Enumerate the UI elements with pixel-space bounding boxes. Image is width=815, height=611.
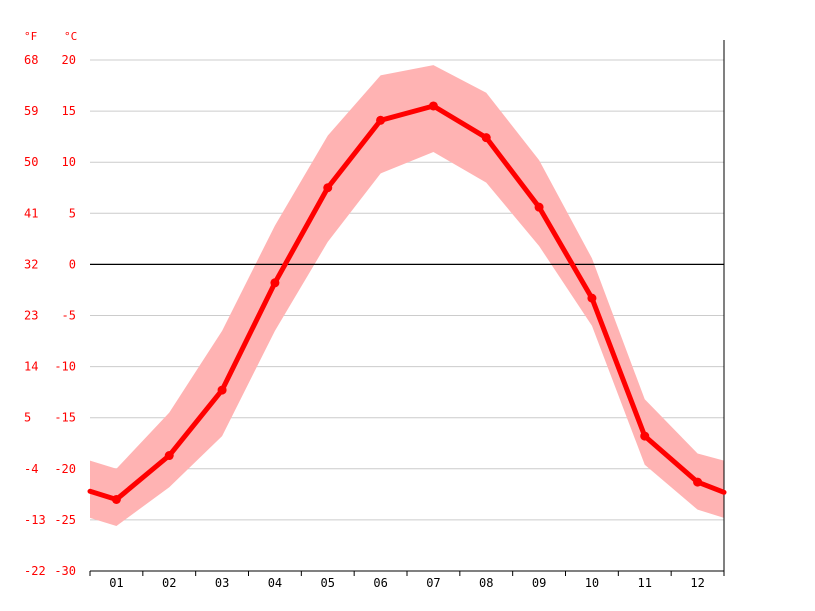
y-tick-celsius: 10 xyxy=(62,155,76,169)
data-point xyxy=(270,278,280,288)
series-line xyxy=(87,103,727,502)
x-tick-label: 02 xyxy=(162,576,176,590)
y-tick-fahrenheit: 32 xyxy=(24,257,38,271)
y-tick-celsius: -10 xyxy=(54,360,76,374)
data-point xyxy=(534,202,544,212)
y-tick-celsius: -30 xyxy=(54,564,76,578)
x-tick-label: 11 xyxy=(638,576,652,590)
x-tick-label: 07 xyxy=(426,576,440,590)
data-point xyxy=(217,385,227,395)
y-tick-celsius: 20 xyxy=(62,53,76,67)
data-points xyxy=(111,101,703,504)
y-tick-fahrenheit: 23 xyxy=(24,309,38,323)
range-band xyxy=(90,65,724,527)
y-tick-celsius: -5 xyxy=(62,309,76,323)
y-tick-fahrenheit: -13 xyxy=(24,513,46,527)
y-tick-celsius: 0 xyxy=(69,257,76,271)
y-tick-fahrenheit: -22 xyxy=(24,564,46,578)
x-tick-label: 08 xyxy=(479,576,493,590)
x-tick-label: 12 xyxy=(690,576,704,590)
celsius-unit-label: °C xyxy=(64,30,77,43)
data-point xyxy=(111,494,121,504)
temperature-range-band xyxy=(90,65,724,527)
y-tick-celsius: -15 xyxy=(54,411,76,425)
data-point xyxy=(323,183,333,193)
y-tick-fahrenheit: 41 xyxy=(24,206,38,220)
x-tick-label: 05 xyxy=(321,576,335,590)
axes xyxy=(89,40,725,576)
x-tick-label: 01 xyxy=(109,576,123,590)
y-tick-celsius: 5 xyxy=(69,206,76,220)
y-tick-celsius: 15 xyxy=(62,104,76,118)
data-point xyxy=(481,133,491,143)
fahrenheit-unit-label: °F xyxy=(24,30,37,43)
data-point xyxy=(587,293,597,303)
tick-labels: °F °C 206815591050541032-523-1014-155-20… xyxy=(24,30,705,590)
x-tick-label: 06 xyxy=(373,576,387,590)
x-tick-label: 03 xyxy=(215,576,229,590)
x-tick-label: 04 xyxy=(268,576,282,590)
x-tick-label: 10 xyxy=(585,576,599,590)
y-tick-celsius: -20 xyxy=(54,462,76,476)
y-tick-fahrenheit: 5 xyxy=(24,411,31,425)
y-tick-fahrenheit: -4 xyxy=(24,462,38,476)
data-point xyxy=(640,431,650,441)
data-point xyxy=(428,101,438,111)
y-tick-fahrenheit: 14 xyxy=(24,360,38,374)
data-point xyxy=(693,477,703,487)
y-tick-fahrenheit: 59 xyxy=(24,104,38,118)
data-point xyxy=(164,451,174,461)
x-tick-label: 09 xyxy=(532,576,546,590)
data-point xyxy=(376,115,386,125)
average-temperature-series xyxy=(87,103,727,502)
y-tick-celsius: -25 xyxy=(54,513,76,527)
y-tick-fahrenheit: 68 xyxy=(24,53,38,67)
y-tick-fahrenheit: 50 xyxy=(24,155,38,169)
